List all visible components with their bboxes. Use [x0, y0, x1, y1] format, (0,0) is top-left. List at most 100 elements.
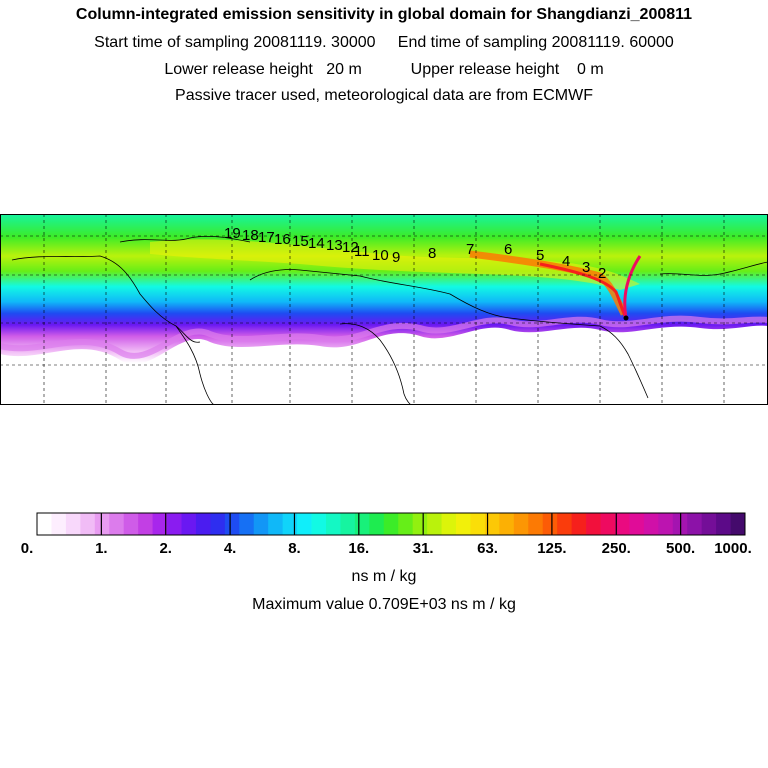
colorbar-tick-label: 250. [602, 540, 631, 557]
colorbar-cell [224, 513, 240, 535]
colorbar-cell [354, 513, 370, 535]
colorbar-cell [253, 513, 269, 535]
colorbar-tick-label: 2. [159, 540, 172, 557]
release-heights: Lower release height 20 m Upper release … [164, 61, 604, 78]
trajectory-label: 2 [598, 265, 606, 282]
colorbar-cell [456, 513, 471, 535]
plot-title: Column-integrated emission sensitivity i… [75, 6, 693, 23]
trajectory-label: 11 [354, 243, 370, 260]
colorbar-cell [586, 513, 601, 535]
colorbar-cell [614, 513, 630, 535]
colorbar-cell [123, 513, 139, 535]
colorbar-cell [239, 513, 255, 535]
sampling-times: Start time of sampling 20081119. 30000 E… [94, 34, 674, 51]
transport-pathway-east [623, 255, 642, 319]
colorbar-tick-label: 500. [666, 540, 695, 557]
colorbar-frame [36, 512, 746, 536]
colorbar-cell [138, 513, 153, 535]
colorbar-cell [499, 513, 515, 535]
colorbar-tick-label: 31. [413, 540, 434, 557]
transport-pathway-core [539, 262, 628, 319]
graticule [0, 214, 768, 405]
colorbar-cells [36, 512, 746, 536]
colorbar-cell [542, 513, 558, 535]
colorbar-cell [730, 513, 746, 535]
colorbar-tick-label: 63. [477, 540, 498, 557]
colorbar-cell [65, 513, 81, 535]
colorbar-cell [195, 513, 211, 535]
colorbar-cell [268, 513, 284, 535]
colorbar-cell [629, 513, 645, 535]
colorbar-cell [51, 513, 67, 535]
colorbar-ticks [100, 513, 682, 535]
trajectory-label: 12 [342, 239, 359, 256]
colorbar-cell [340, 513, 356, 535]
colorbar-cell [412, 513, 428, 535]
colorbar-tick-label: 1000. [714, 540, 752, 557]
colorbar-cell [297, 513, 312, 535]
trajectory-label: 19 [224, 225, 241, 242]
colorbar-cell [80, 513, 96, 535]
receptor-site-marker [623, 315, 629, 321]
colorbar-tick-label: 125. [537, 540, 566, 557]
colorbar-cell [441, 513, 457, 535]
trajectory-label: 10 [372, 247, 389, 264]
colorbar-cell [427, 513, 442, 535]
colorbar-cell [513, 513, 529, 535]
colorbar-cell [398, 513, 414, 535]
transport-pathway [469, 250, 628, 316]
colorbar-cell [325, 513, 341, 535]
trajectory-label: 13 [326, 237, 343, 254]
high-latitude-band [150, 239, 640, 290]
trajectory-label: 3 [582, 259, 590, 276]
colorbar-tick-label: 1. [95, 540, 108, 557]
plume-southern-edge [0, 325, 768, 405]
colorbar-cell [571, 513, 587, 535]
colorbar-cell [484, 513, 500, 535]
colorbar-cell [109, 513, 125, 535]
colorbar-tick-label: 4. [224, 540, 237, 557]
colorbar-cell [600, 513, 616, 535]
colorbar-cell [383, 513, 399, 535]
trajectory-label: 17 [258, 229, 275, 246]
colorbar-cell [658, 513, 674, 535]
trajectory-label: 7 [466, 241, 474, 258]
colorbar-cell [94, 513, 110, 535]
colorbar-units: ns m / kg [351, 568, 417, 585]
colorbar-cell [181, 513, 197, 535]
colorbar-cell [687, 513, 703, 535]
colorbar-cell [701, 513, 717, 535]
tracer-note: Passive tracer used, meteorological data… [175, 87, 593, 104]
trajectory-label: 8 [428, 245, 436, 262]
colorbar-cell [311, 513, 327, 535]
trajectory-label: 4 [562, 253, 570, 270]
colorbar-cell [528, 513, 544, 535]
trajectory-label: 5 [536, 247, 544, 264]
colorbar-cell [716, 513, 731, 535]
colorbar-cell [210, 513, 226, 535]
colorbar-tick-label: 8. [288, 540, 301, 557]
trajectory-label: 16 [274, 231, 291, 248]
trajectory-label: 18 [242, 227, 259, 244]
trajectory-label: 9 [392, 249, 400, 266]
colorbar-tick-label: 16. [348, 540, 369, 557]
colorbar-cell [37, 513, 52, 535]
colorbar-cell [369, 513, 385, 535]
colorbar-cell [152, 513, 168, 535]
colorbar-tick-label: 0. [21, 540, 34, 557]
plume-fringe [0, 315, 768, 359]
colorbar-cell [167, 513, 182, 535]
trajectory-label: 15 [292, 233, 309, 250]
colorbar: 0. 1. 2. 4. 8. 16. 31. 63. 125. 250. 500. 1000. [21, 512, 752, 557]
colorbar-cell [282, 513, 298, 535]
maximum-value: Maximum value 0.709E+03 ns m / kg [252, 596, 516, 613]
coastlines [11, 235, 768, 405]
trajectory-label: 6 [504, 241, 512, 258]
trajectory-label: 14 [308, 235, 325, 252]
colorbar-cell [470, 513, 486, 535]
colorbar-tick-labels: 0. 1. 2. 4. 8. 16. 31. 63. 125. 250. 500. 1000. [21, 540, 752, 557]
colorbar-cell [557, 513, 573, 535]
colorbar-cell [643, 513, 659, 535]
